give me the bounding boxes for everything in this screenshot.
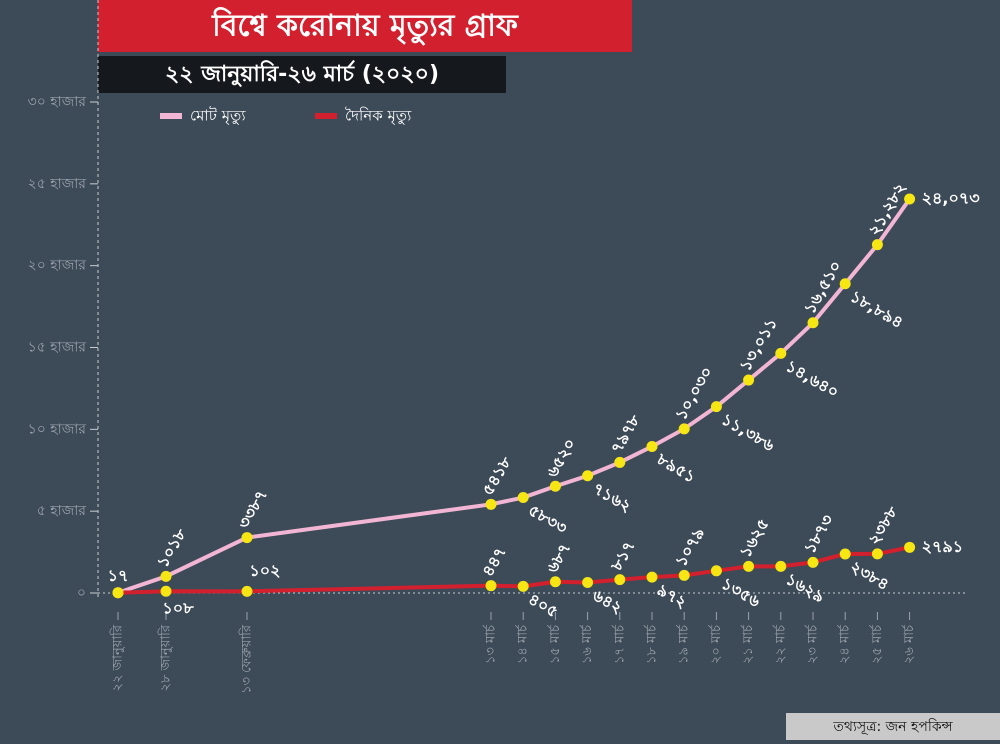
x-tick-label: ১৫ মার্চ (547, 624, 563, 664)
x-tick-label: ২০ মার্চ (708, 624, 724, 664)
point (241, 532, 253, 544)
x-tick-label: ২১ মার্চ (740, 624, 756, 664)
point (807, 317, 819, 329)
point (646, 571, 658, 583)
point (710, 401, 722, 413)
series-line (117, 197, 912, 595)
data-label: ৪৪৭ (478, 543, 510, 579)
data-label: ২৩৮৮ (864, 502, 902, 548)
y-tick-label: ৫ হাজার (37, 503, 87, 519)
x-tick-label: ১৮ মার্চ (644, 624, 660, 664)
subtitle-box (98, 56, 506, 93)
legend-label: দৈনিক মৃত্যু (345, 107, 412, 126)
x-tick-label: ২৫ মার্চ (869, 624, 885, 664)
point (904, 541, 916, 553)
point (517, 492, 529, 504)
chart-title: বিশ্বে করোনায় মৃত্যুর গ্রাফ (211, 7, 519, 46)
data-label: ৬৪২ (589, 585, 626, 617)
data-label: ৫৮৩৩ (525, 500, 571, 538)
data-label: ২৩৮৪ (847, 557, 893, 594)
data-label: ১০৮ (162, 599, 194, 618)
source-box (786, 713, 1000, 740)
point (743, 374, 755, 386)
point (871, 239, 883, 251)
point (160, 570, 172, 582)
point (485, 580, 497, 592)
data-label: ১০,০৩০ (671, 363, 716, 423)
point (678, 423, 690, 435)
data-label: ১৭ (108, 566, 129, 585)
point (517, 580, 529, 592)
point (904, 193, 916, 205)
data-label: ৯৭২ (654, 580, 691, 612)
source: তথ্যসূত্র: জন হপকিন্স (832, 718, 953, 735)
data-label: ১৬২৯ (783, 569, 829, 606)
point (775, 347, 787, 359)
data-label: ১৪,৬৪০ (783, 356, 843, 401)
x-tick-label: ২৬ মার্চ (901, 624, 917, 664)
data-label: ৮৯৫১ (653, 449, 699, 487)
x-tick-label: ২২ মার্চ (772, 624, 788, 664)
point (871, 548, 883, 560)
chart-subtitle: ২২ জানুয়ারি-২৬ মার্চ (২০২০) (165, 59, 439, 88)
x-tick-label: ২২ জানুয়ারি (110, 624, 126, 691)
point (241, 585, 253, 597)
data-label: ২৪,০৭৩ (922, 189, 981, 208)
point (775, 560, 787, 572)
data-label: ১৩৫৬ (718, 574, 764, 612)
legend-label: মোট মৃত্যু (190, 107, 246, 126)
x-tick-label: ১৩ মার্চ (483, 624, 499, 664)
x-tick-label: ২৪ মার্চ (837, 624, 853, 664)
point (549, 576, 561, 588)
data-label: ৬৮৭ (542, 539, 574, 576)
data-label: ১৮,৮৯৪ (847, 287, 907, 332)
y-tick-label: ১৫ হাজার (28, 340, 87, 356)
point (614, 574, 626, 586)
point (678, 569, 690, 581)
y-tick-label: ১০ হাজার (28, 421, 87, 437)
y-tick-label: ৩০ হাজার (28, 94, 87, 110)
x-tick-label: ১৭ মার্চ (611, 624, 627, 664)
point (839, 548, 851, 560)
data-label: ১৮৭৩ (800, 511, 838, 557)
point (839, 278, 851, 290)
point (807, 556, 819, 568)
data-label: ১৩,০১১ (736, 315, 781, 375)
title-box (98, 0, 632, 52)
point (614, 456, 626, 468)
data-label: ১০২ (249, 561, 280, 580)
point (485, 498, 497, 510)
x-tick-label: ২৩ মার্চ (805, 624, 821, 664)
point (743, 560, 755, 572)
data-label: ১১,৩৮৬ (718, 410, 778, 456)
data-label: ১০১৮ (153, 525, 191, 571)
data-label: ৩৩৮৭ (234, 486, 271, 532)
point (160, 585, 172, 597)
point (549, 480, 561, 492)
x-tick-label: ১৩ ফেব্রুয়ারি (239, 624, 255, 694)
x-tick-label: ২৮ জানুয়ারি (158, 624, 174, 691)
point (710, 565, 722, 577)
data-label: ৬৫২০ (542, 435, 579, 481)
point (582, 470, 594, 482)
data-label: ৭৯৭৮ (607, 411, 645, 457)
x-tick-label: ১৪ মার্চ (515, 624, 531, 664)
point (112, 587, 124, 599)
data-label: ১৬২৫ (736, 515, 773, 561)
data-label: ১০৭৯ (671, 524, 708, 570)
data-label: ৫৪১৮ (478, 453, 516, 499)
data-label: ২৭৯১ (922, 537, 964, 556)
data-label: ৭১৬২ (589, 479, 635, 516)
data-label: ৪০৫ (525, 589, 561, 621)
x-tick-label: ১৬ মার্চ (579, 624, 595, 664)
data-label: ৮১৭ (606, 537, 639, 574)
y-tick-label: ০ (77, 585, 86, 601)
y-tick-label: ২০ হাজার (28, 258, 87, 274)
y-tick-label: ২৫ হাজার (28, 176, 87, 192)
point (582, 576, 594, 588)
point (646, 441, 658, 453)
x-tick-label: ১৯ মার্চ (676, 624, 692, 664)
